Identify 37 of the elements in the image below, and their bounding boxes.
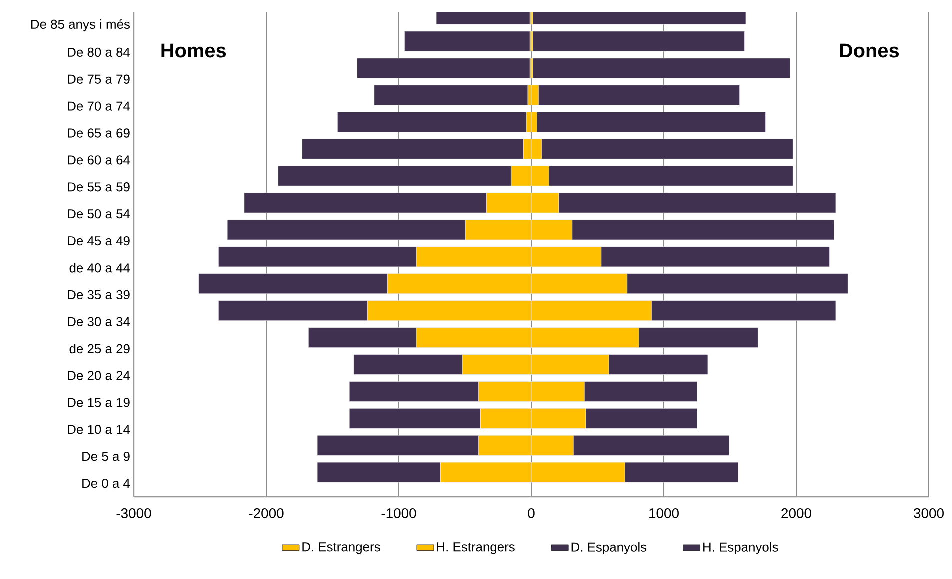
annotation: Homes [162,44,226,58]
y-tick-label: De 85 anys i més [31,19,130,32]
y-tick-label: De 50 a 54 [68,209,130,219]
x-tick-label: -3000 [116,508,152,518]
x-tick-label: 3000 [914,508,944,518]
y-tick-label: De 70 a 74 [68,102,130,111]
y-tick-label: De 20 a 24 [68,371,130,380]
y-tick-label: De 75 a 79 [68,74,130,84]
x-tick-label: 1000 [650,508,679,518]
bar [337,112,527,132]
bar [532,58,790,79]
bar [404,31,530,52]
y-tick-label: De 45 a 49 [68,236,130,246]
y-tick-label: De 15 a 19 [68,398,130,408]
bar [374,85,528,106]
legend-label: D. Estrangers [302,542,380,554]
bar [532,31,745,52]
x-tick-label: 0 [528,508,535,518]
bar [357,58,530,79]
y-tick-label: de 40 a 44 [70,263,130,273]
y-tick-label: De 5 a 9 [82,452,130,462]
y-tick-label: De 30 a 34 [68,317,130,326]
y-tick-label: De 55 a 59 [68,182,130,192]
y-tick-label: De 65 a 69 [68,128,130,138]
y-tick-label: De 80 a 84 [68,48,130,57]
annotation: Dones [840,44,900,58]
x-tick-label: 2000 [782,508,812,518]
y-tick-label: De 60 a 64 [68,156,130,165]
y-tick-label: de 25 a 29 [70,344,130,354]
legend-label: H. Estrangers [437,542,515,554]
x-tick-label: -1000 [382,508,416,518]
y-tick-label: De 35 a 39 [68,290,130,300]
legend-label: D. Espanyols [572,542,647,554]
legend-label: H. Espanyols [704,542,778,554]
y-tick-label: De 10 a 14 [68,425,130,434]
x-tick-label: -2000 [249,508,284,518]
y-tick-label: De 0 a 4 [82,478,130,488]
